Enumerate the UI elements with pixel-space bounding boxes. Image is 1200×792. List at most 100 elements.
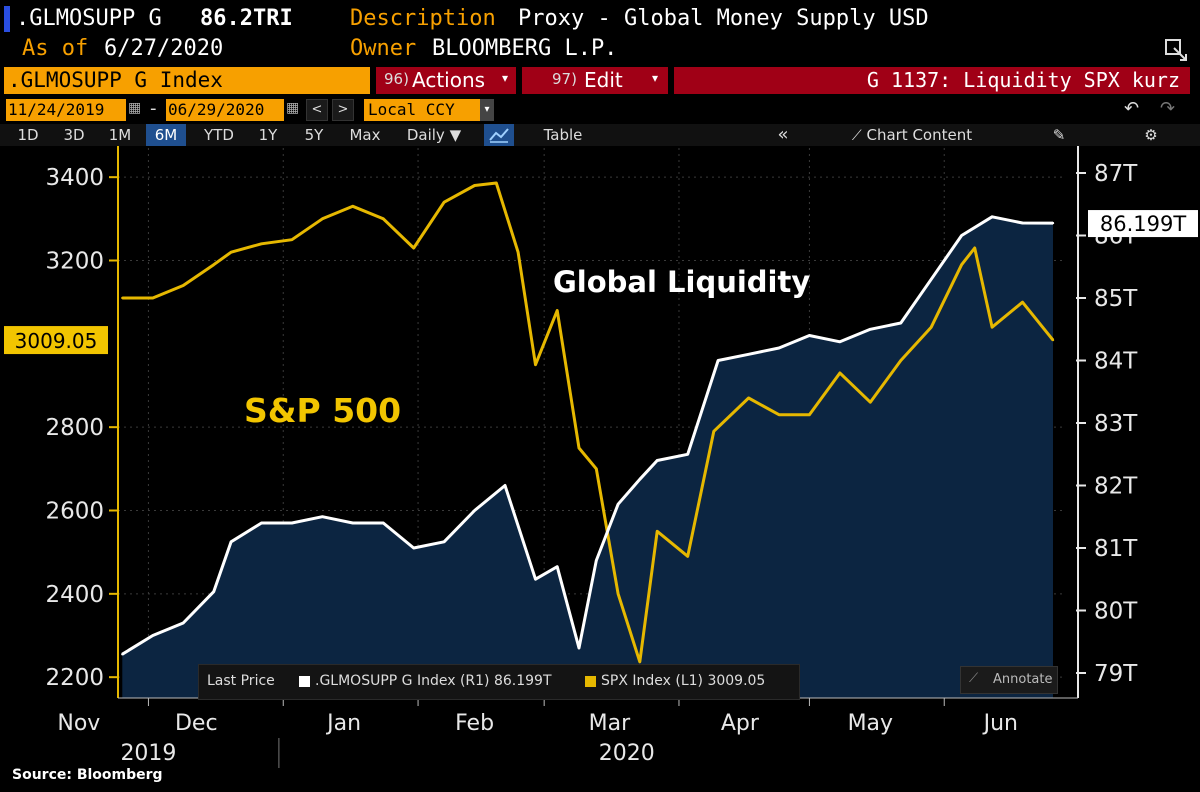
redo-icon[interactable]: ↷ bbox=[1160, 98, 1176, 119]
spx-point bbox=[838, 371, 842, 375]
liquidity-last-label: 86.199T bbox=[1100, 212, 1186, 236]
x-year-label: 2019 bbox=[120, 741, 176, 766]
spx-point bbox=[777, 413, 781, 416]
liquidity-point bbox=[556, 565, 559, 568]
liquidity-point bbox=[616, 503, 620, 506]
x-month-label: Apr bbox=[721, 711, 760, 736]
left-tick-label: 3200 bbox=[45, 249, 104, 275]
chart-content-icon: ⟋ bbox=[851, 128, 862, 144]
spx-point bbox=[1021, 300, 1024, 304]
liquidity-point bbox=[182, 621, 185, 625]
periodicity-select[interactable]: Daily ▼ bbox=[406, 126, 462, 144]
liquidity-area bbox=[122, 216, 1054, 699]
spx-line bbox=[122, 181, 1055, 664]
legend-swatch-liquidity bbox=[299, 676, 310, 687]
liquidity-point bbox=[638, 478, 642, 481]
liquidity-point bbox=[351, 521, 355, 525]
prev-period-button[interactable]: < bbox=[306, 99, 328, 121]
spx-point bbox=[595, 467, 598, 471]
spx-point bbox=[616, 592, 620, 596]
x-month-label: Jan bbox=[325, 711, 361, 736]
caret-down-icon: ▼ bbox=[449, 126, 462, 144]
legend: Last Price .GLMOSUPP G Index (R1) 86.199… bbox=[198, 664, 800, 700]
spx-point bbox=[577, 446, 581, 450]
actions-menu[interactable]: 96) Actions ▾ bbox=[376, 67, 516, 94]
source-note: Source: Bloomberg bbox=[12, 767, 163, 783]
left-tick-label: 3400 bbox=[45, 165, 104, 191]
spx-point bbox=[686, 555, 689, 558]
liquidity-point bbox=[151, 634, 154, 637]
collapse-icon[interactable]: « bbox=[777, 124, 789, 145]
calendar-icon[interactable]: ▦ bbox=[128, 100, 142, 116]
annotate-button[interactable]: ⟋ Annotate bbox=[960, 666, 1058, 694]
spx-last-tag bbox=[4, 326, 108, 355]
liquidity-point bbox=[686, 453, 689, 456]
line-chart-icon[interactable] bbox=[484, 124, 514, 146]
period-max[interactable]: Max bbox=[349, 126, 381, 144]
liquidity-point bbox=[212, 590, 215, 593]
liquidity-point bbox=[747, 353, 750, 356]
calendar-icon[interactable]: ▦ bbox=[286, 100, 300, 116]
period-3d[interactable]: 3D bbox=[63, 126, 85, 144]
right-tick-label: 87T bbox=[1094, 161, 1138, 187]
left-tick-label: 2600 bbox=[45, 499, 104, 525]
currency-select[interactable]: Local CCY ▾ bbox=[364, 99, 494, 121]
table-button[interactable]: Table bbox=[543, 126, 583, 144]
chart-title: G 1137: Liquidity SPX kurz bbox=[866, 68, 1180, 92]
end-date-input[interactable]: 06/29/2020 bbox=[166, 99, 284, 121]
left-tick-label: 2200 bbox=[45, 665, 104, 691]
next-period-button[interactable]: > bbox=[332, 99, 354, 121]
spx-point bbox=[534, 363, 537, 366]
x-month-label: Feb bbox=[455, 711, 494, 736]
period-1m[interactable]: 1M bbox=[108, 126, 132, 144]
spx-point bbox=[960, 263, 963, 266]
liquidity-point bbox=[595, 559, 598, 562]
period-toolbar bbox=[0, 124, 1200, 146]
settings-gear-icon[interactable]: ⚙ bbox=[1144, 126, 1158, 144]
spx-point bbox=[121, 296, 124, 300]
security-field[interactable]: .GLMOSUPP G Index bbox=[4, 67, 370, 94]
liquidity-point bbox=[990, 215, 994, 218]
x-month-label: Mar bbox=[589, 711, 631, 736]
edit-chart-icon[interactable]: ✎ bbox=[1052, 126, 1066, 144]
right-tick-label: 79T bbox=[1094, 661, 1138, 687]
spx-point bbox=[412, 246, 415, 250]
liquidity-point bbox=[229, 540, 233, 543]
chart-content-button[interactable]: ⟋ Chart Content bbox=[851, 126, 973, 144]
spx-point bbox=[869, 400, 872, 404]
period-1d[interactable]: 1D bbox=[17, 126, 39, 144]
asof-value: 6/27/2020 bbox=[104, 36, 224, 61]
last-value: 86.2TRI bbox=[200, 6, 293, 31]
liquidity-point bbox=[382, 521, 385, 525]
liquidity-point bbox=[121, 653, 124, 656]
period-ytd[interactable]: YTD bbox=[204, 126, 234, 144]
edit-menu[interactable]: 97) Edit ▾ bbox=[522, 67, 668, 94]
spx-point bbox=[656, 530, 659, 533]
chart-title-bar: G 1137: Liquidity SPX kurz bbox=[674, 67, 1190, 94]
undo-icon[interactable]: ↶ bbox=[1124, 98, 1140, 119]
liquidity-point bbox=[534, 578, 537, 581]
liquidity-line-layer bbox=[121, 215, 1055, 656]
spx-last-label: 3009.05 bbox=[15, 329, 98, 353]
right-tick-label: 80T bbox=[1094, 599, 1138, 625]
right-tick-label: 81T bbox=[1094, 536, 1138, 562]
liquidity-point bbox=[577, 646, 581, 650]
x-year-label: 2020 bbox=[599, 741, 655, 766]
spx-point bbox=[899, 359, 902, 362]
x-month-label: Dec bbox=[175, 711, 218, 736]
security-marker bbox=[4, 6, 10, 32]
period-1y[interactable]: 1Y bbox=[258, 126, 278, 144]
liquidity-point bbox=[290, 521, 294, 525]
start-date-input[interactable]: 11/24/2019 bbox=[6, 99, 126, 121]
period-6m[interactable]: 6M bbox=[146, 124, 186, 146]
liquidity-point bbox=[869, 328, 872, 331]
annotation-global-liquidity: Global Liquidity bbox=[553, 265, 810, 299]
left-tick-label: 2400 bbox=[45, 582, 104, 608]
right-tick-label: 83T bbox=[1094, 411, 1138, 437]
owner-value: BLOOMBERG L.P. bbox=[432, 36, 618, 61]
liquidity-point bbox=[412, 546, 415, 550]
annotation-sp500: S&P 500 bbox=[244, 391, 401, 430]
popout-icon[interactable] bbox=[1164, 38, 1188, 62]
period-5y[interactable]: 5Y bbox=[304, 126, 324, 144]
description-value: Proxy - Global Money Supply USD bbox=[518, 6, 929, 31]
